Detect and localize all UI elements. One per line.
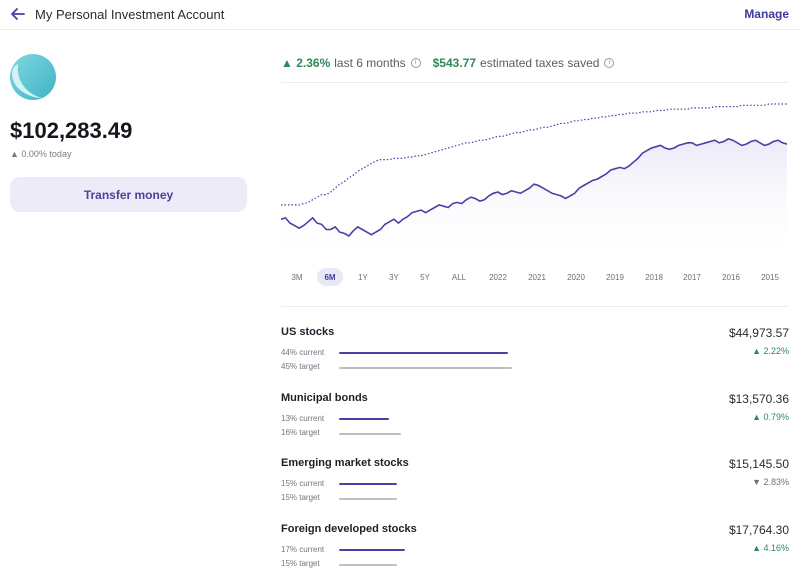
transfer-money-button[interactable]: Transfer money xyxy=(10,177,247,212)
target-allocation-label: 16% target xyxy=(281,428,320,437)
target-allocation-bar xyxy=(339,498,397,500)
taxes-saved-value: $543.77 xyxy=(432,56,477,70)
divider xyxy=(281,306,788,307)
current-allocation-label: 44% current xyxy=(281,348,325,357)
asset-class-change: ▲ 4.16% xyxy=(752,543,789,553)
today-change: ▲ 0.00% today xyxy=(10,149,72,159)
series-line-contributions xyxy=(281,103,787,206)
current-allocation-bar xyxy=(339,418,390,420)
timeframe-2021[interactable]: 2021 xyxy=(528,272,546,282)
timeframe-all[interactable]: ALL xyxy=(451,272,467,282)
asset-class-amount: $15,145.50 xyxy=(728,457,789,471)
allocation-row[interactable]: US stocks $44,973.57 ▲ 2.22% 44% current 45%… xyxy=(281,326,789,386)
timeframe-2017[interactable]: 2017 xyxy=(683,272,701,282)
timeframe-2016[interactable]: 2016 xyxy=(722,272,740,282)
manage-link[interactable]: Manage xyxy=(744,7,789,21)
current-allocation-label: 15% current xyxy=(281,479,325,488)
asset-class-name: Foreign developed stocks xyxy=(281,523,417,535)
timeframe-2020[interactable]: 2020 xyxy=(567,272,585,282)
asset-class-amount: $17,764.30 xyxy=(728,523,789,537)
series-line-balance xyxy=(281,138,787,238)
back-arrow-icon[interactable] xyxy=(9,5,27,23)
asset-class-change: ▲ 2.22% xyxy=(752,346,789,356)
timeframe-1y[interactable]: 1Y xyxy=(358,272,368,282)
timeframe-2019[interactable]: 2019 xyxy=(606,272,624,282)
current-allocation-bar xyxy=(339,352,509,354)
asset-class-name: US stocks xyxy=(281,326,335,338)
asset-class-amount: $13,570.36 xyxy=(728,392,789,406)
account-title: My Personal Investment Account xyxy=(35,7,225,22)
info-icon[interactable]: i xyxy=(604,58,615,68)
timeframe-6m[interactable]: 6M xyxy=(317,268,343,286)
asset-class-amount: $44,973.57 xyxy=(728,326,789,340)
account-avatar-icon xyxy=(10,54,56,100)
performance-chart[interactable] xyxy=(281,96,787,252)
timeframe-3y[interactable]: 3Y xyxy=(389,272,399,282)
chart-area-fill xyxy=(281,138,787,252)
target-allocation-label: 15% target xyxy=(281,493,320,502)
target-allocation-label: 45% target xyxy=(281,362,320,371)
allocation-row[interactable]: Foreign developed stocks $17,764.30 ▲ 4.16… xyxy=(281,523,789,583)
current-allocation-label: 17% current xyxy=(281,545,325,554)
allocation-row[interactable]: Emerging market stocks $15,145.50 ▼ 2.83% 1… xyxy=(281,457,789,517)
timeframe-5y[interactable]: 5Y xyxy=(420,272,430,282)
asset-class-change: ▲ 0.79% xyxy=(752,412,789,422)
asset-class-change: ▼ 2.83% xyxy=(752,477,789,487)
timeframe-2018[interactable]: 2018 xyxy=(645,272,663,282)
target-allocation-bar xyxy=(339,433,401,435)
asset-class-name: Municipal bonds xyxy=(281,392,368,404)
divider xyxy=(281,82,788,83)
current-allocation-bar xyxy=(339,549,405,551)
performance-stats: ▲ 2.36% last 6 months i $543.77 estimate… xyxy=(281,56,615,70)
return-value: ▲ 2.36% xyxy=(281,56,331,70)
target-allocation-label: 15% target xyxy=(281,559,320,568)
taxes-saved-label: estimated taxes saved xyxy=(480,56,600,70)
return-label: last 6 months xyxy=(334,56,406,70)
timeframe-2022[interactable]: 2022 xyxy=(489,272,507,282)
timeframe-2015[interactable]: 2015 xyxy=(761,272,779,282)
account-balance: $102,283.49 xyxy=(10,118,133,143)
top-bar: My Personal Investment Account Manage xyxy=(0,0,800,30)
asset-class-name: Emerging market stocks xyxy=(281,457,409,469)
current-allocation-label: 13% current xyxy=(281,414,325,423)
info-icon[interactable]: i xyxy=(410,58,421,68)
current-allocation-bar xyxy=(339,483,397,485)
target-allocation-bar xyxy=(339,367,513,369)
timeframe-3m[interactable]: 3M xyxy=(291,272,303,282)
target-allocation-bar xyxy=(339,564,397,566)
allocation-row[interactable]: Municipal bonds $13,570.36 ▲ 0.79% 13% curr… xyxy=(281,392,789,452)
